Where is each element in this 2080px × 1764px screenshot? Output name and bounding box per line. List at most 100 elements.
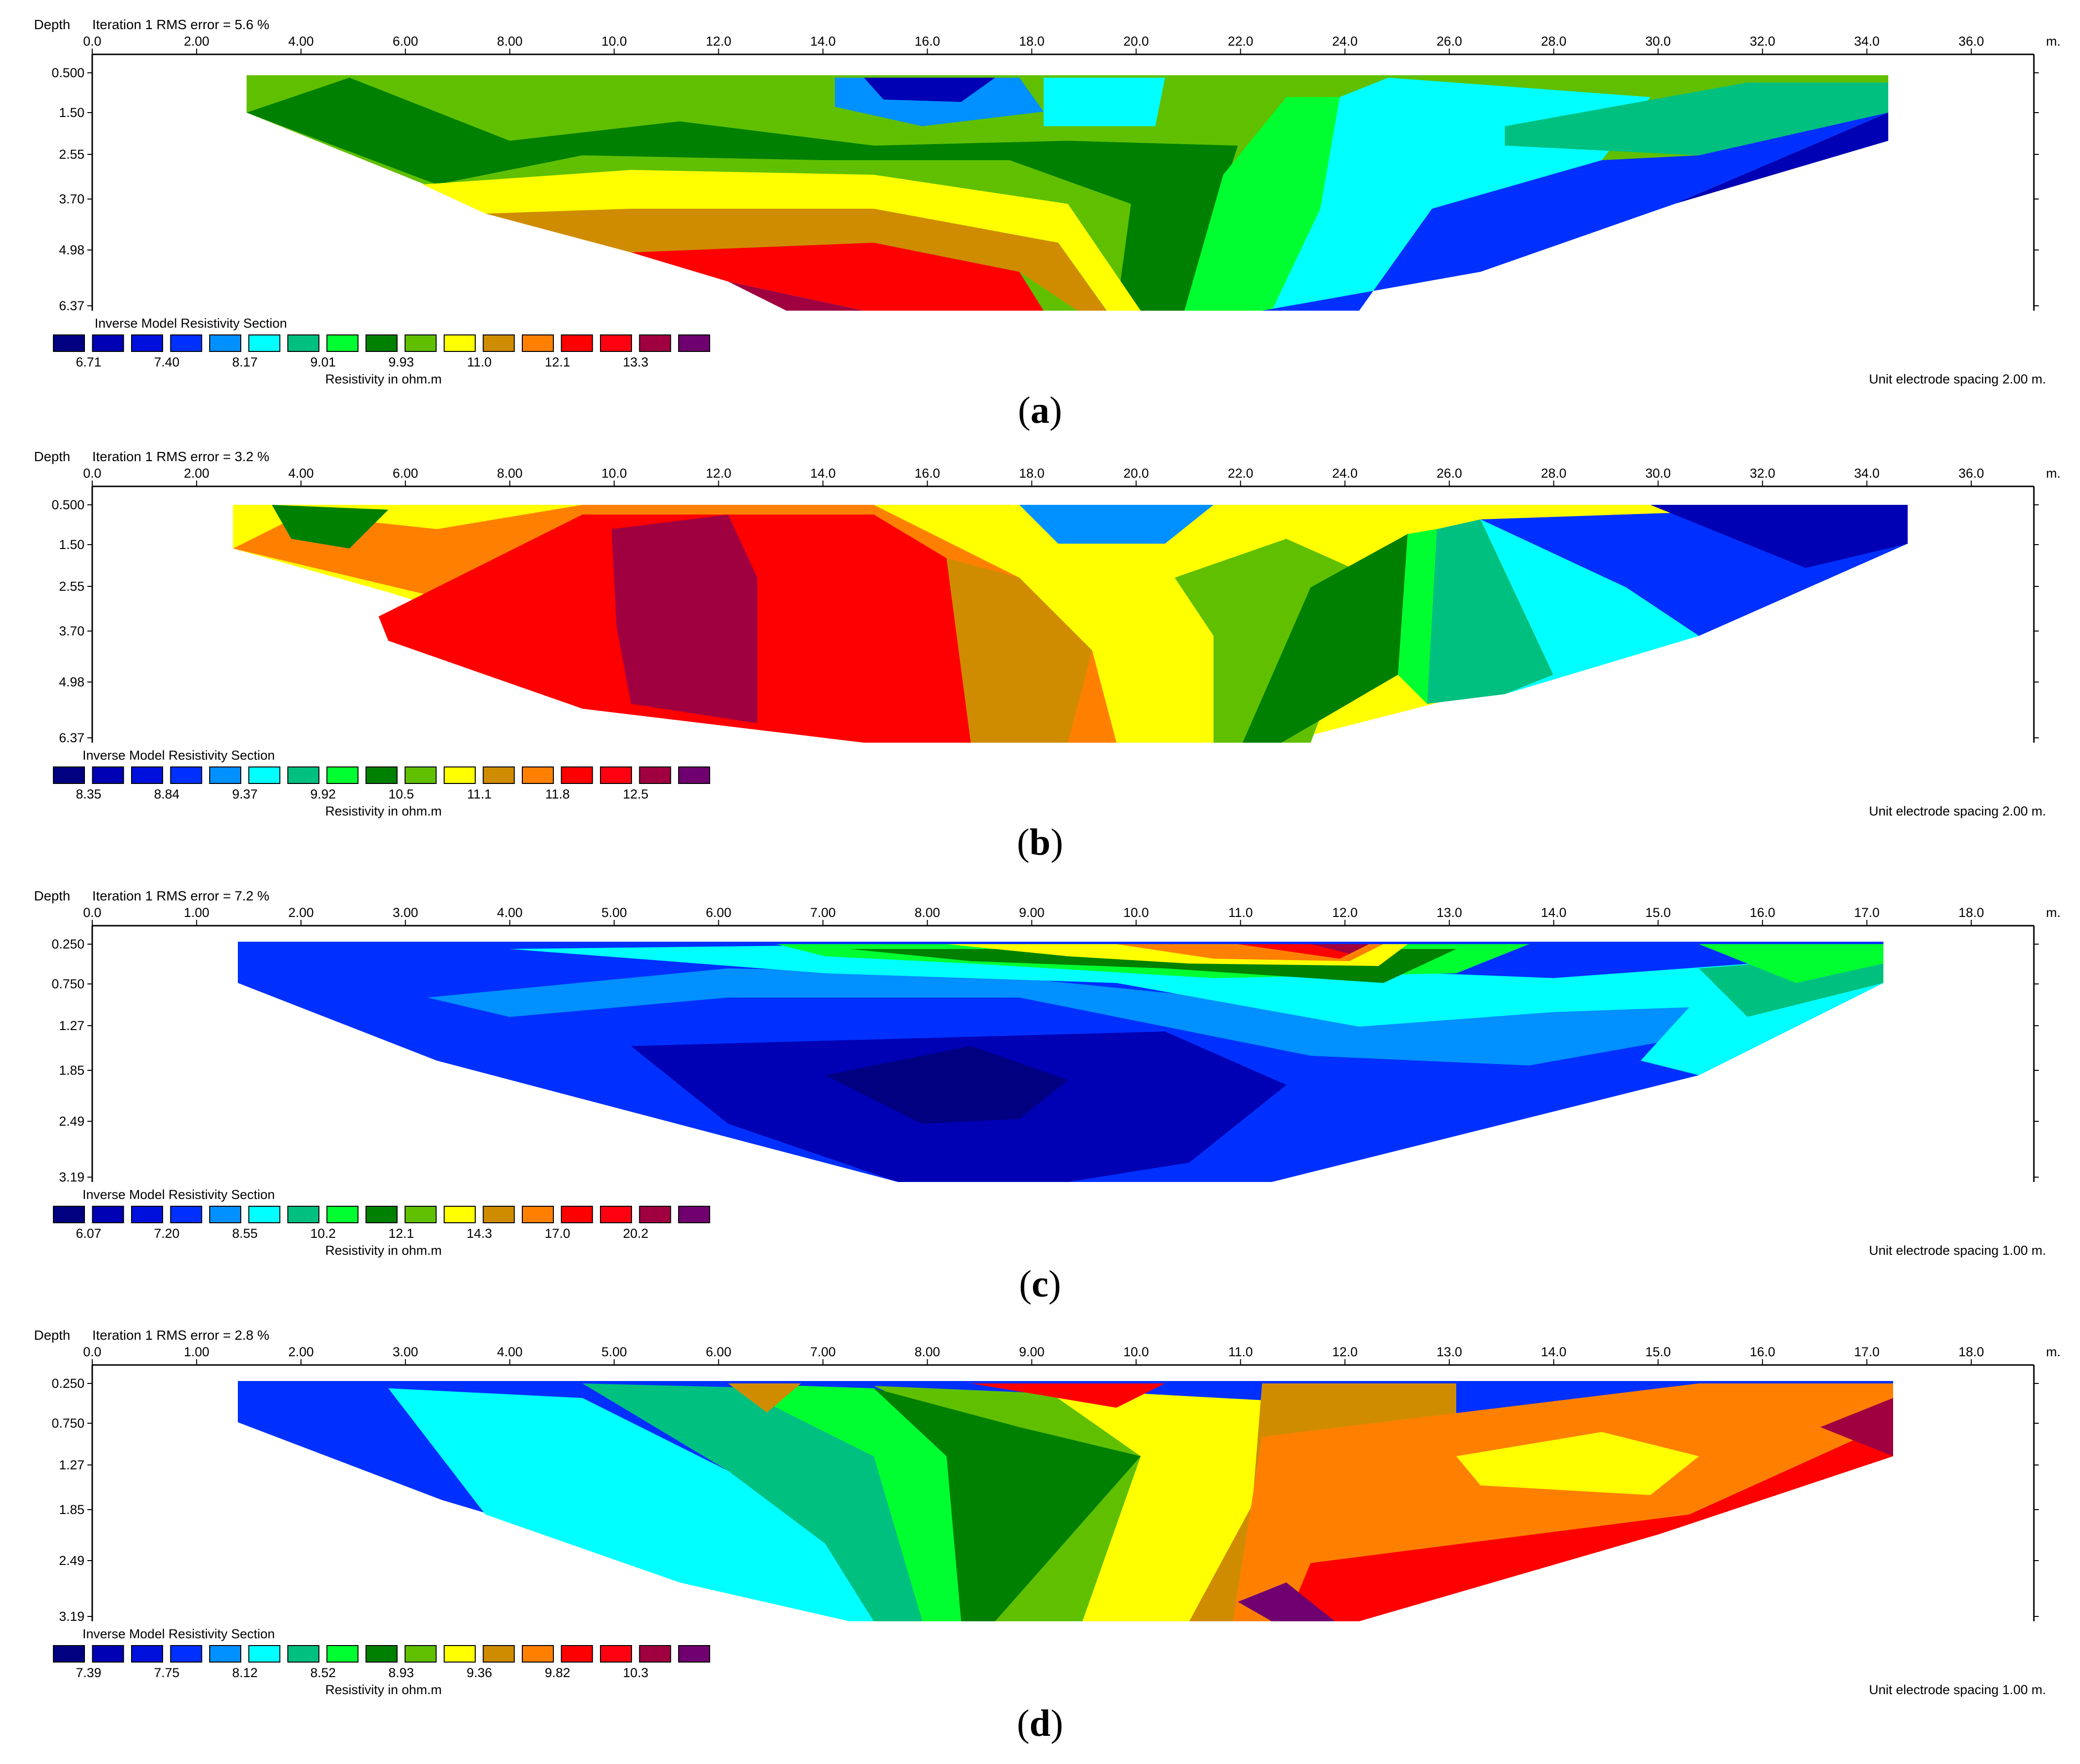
resistivity-band bbox=[485, 209, 1107, 311]
legend-swatch bbox=[248, 1645, 281, 1663]
legend-swatch bbox=[522, 1645, 554, 1663]
resistivity-band bbox=[728, 282, 864, 311]
x-tick-label: 3.00 bbox=[393, 1345, 418, 1359]
x-tick-label: 15.0 bbox=[1646, 905, 1671, 920]
legend-value: 8.12 bbox=[232, 1665, 258, 1680]
x-tick-label: 10.0 bbox=[1123, 1345, 1149, 1359]
x-tick-label: 16.0 bbox=[915, 466, 940, 481]
x-tick-label: 16.0 bbox=[1750, 1345, 1776, 1359]
panel-letter: c bbox=[1032, 1263, 1048, 1305]
legend-unit-label: Resistivity in ohm.m bbox=[325, 804, 442, 818]
resistivity-band bbox=[427, 968, 1747, 1065]
legend-swatch bbox=[170, 1645, 202, 1663]
section-title: Inverse Model Resistivity Section bbox=[95, 316, 287, 331]
x-tick-label: 12.0 bbox=[1332, 1345, 1358, 1359]
legend-swatch bbox=[248, 1206, 281, 1223]
legend-swatch bbox=[561, 334, 593, 352]
x-tick-label: 12.0 bbox=[706, 34, 732, 49]
legend-swatch bbox=[483, 334, 515, 352]
resistivity-band bbox=[1820, 1398, 1893, 1456]
x-tick-label: 18.0 bbox=[1019, 34, 1045, 49]
x-tick-label: 9.00 bbox=[1019, 905, 1045, 920]
x-tick-label: 20.0 bbox=[1123, 34, 1149, 49]
x-tick-label: 16.0 bbox=[915, 34, 940, 49]
x-unit-label: m. bbox=[2046, 1345, 2061, 1359]
x-tick-label: 6.00 bbox=[706, 1345, 732, 1359]
resistivity-band bbox=[1505, 83, 1888, 155]
legend-value: 14.3 bbox=[466, 1226, 492, 1241]
legend-swatch bbox=[209, 766, 241, 784]
x-tick-label: 14.0 bbox=[810, 466, 836, 481]
legend-swatch bbox=[483, 1645, 515, 1663]
resistivity-panel-d: Depth Iteration 1 RMS error = 2.8 % 0.0 1.0… bbox=[0, 1311, 2080, 1699]
panel-caption: (b) bbox=[1016, 821, 1064, 863]
x-tick-label: 13.0 bbox=[1436, 905, 1462, 920]
legend-value: 20.2 bbox=[623, 1226, 649, 1241]
legend-swatch bbox=[326, 334, 359, 352]
legend-swatch bbox=[444, 1206, 476, 1223]
depth-tick-label: 4.98 bbox=[59, 243, 84, 257]
legend-value: 11.8 bbox=[545, 787, 570, 801]
electrode-spacing-note: Unit electrode spacing 2.00 m. bbox=[1869, 804, 2046, 818]
depth-tick-label: 3.19 bbox=[59, 1609, 84, 1624]
x-tick-label: 30.0 bbox=[1646, 34, 1671, 49]
resistivity-panel-a: Depth Iteration 1 RMS error = 5.6 % 0.0 2.0… bbox=[0, 0, 2080, 388]
legend-swatch bbox=[600, 766, 632, 784]
panel-caption: (a) bbox=[1018, 389, 1062, 431]
resistivity-band bbox=[582, 1383, 922, 1621]
resistivity-section-svg: Depth Iteration 1 RMS error = 3.2 % 0.0 2.0… bbox=[34, 449, 2061, 818]
legend-value: 9.93 bbox=[388, 355, 414, 369]
x-tick-label: 10.0 bbox=[601, 34, 627, 49]
resistivity-band bbox=[612, 515, 757, 723]
legend-value: 10.5 bbox=[388, 787, 414, 801]
depth-tick-label: 0.500 bbox=[51, 66, 84, 80]
legend-swatch bbox=[131, 1206, 163, 1223]
resistivity-band bbox=[874, 1388, 1141, 1621]
depth-label: Depth bbox=[34, 449, 70, 464]
legend-swatch bbox=[287, 334, 319, 352]
x-unit-label: m. bbox=[2046, 34, 2061, 49]
legend-swatch bbox=[639, 766, 671, 784]
legend-swatch bbox=[600, 1645, 632, 1663]
x-tick-label: 24.0 bbox=[1332, 466, 1358, 481]
x-tick-label: 26.0 bbox=[1436, 34, 1462, 49]
legend-value: 11.0 bbox=[467, 355, 492, 369]
x-tick-label: 3.00 bbox=[393, 905, 418, 920]
legend-swatch bbox=[366, 334, 398, 352]
contour-section bbox=[233, 505, 1908, 743]
legend-swatch bbox=[600, 334, 632, 352]
x-tick-label: 4.00 bbox=[288, 466, 314, 481]
legend-swatch bbox=[561, 1645, 593, 1663]
depth-tick-label: 2.49 bbox=[59, 1114, 84, 1129]
x-tick-label: 8.00 bbox=[497, 34, 523, 49]
legend-swatch bbox=[53, 334, 85, 352]
legend-value: 6.07 bbox=[76, 1226, 101, 1241]
legend-value: 12.1 bbox=[388, 1226, 414, 1241]
x-tick-label: 1.00 bbox=[184, 1345, 210, 1359]
legend-swatch bbox=[483, 766, 515, 784]
depth-tick-label: 1.85 bbox=[59, 1502, 84, 1517]
x-tick-label: 22.0 bbox=[1228, 34, 1253, 49]
legend-unit-label: Resistivity in ohm.m bbox=[325, 1682, 442, 1697]
x-tick-label: 14.0 bbox=[1541, 905, 1566, 920]
legend-swatch bbox=[287, 1206, 319, 1223]
resistivity-band bbox=[422, 170, 1141, 311]
resistivity-section-svg: Depth Iteration 1 RMS error = 7.2 % 0.0 1.0… bbox=[34, 888, 2061, 1258]
resistivity-band bbox=[247, 78, 1238, 311]
section-title: Inverse Model Resistivity Section bbox=[83, 748, 275, 763]
x-tick-label: 2.00 bbox=[288, 905, 314, 920]
x-tick-label: 36.0 bbox=[1959, 466, 1984, 481]
x-tick-label: 12.0 bbox=[1332, 905, 1358, 920]
resistivity-band bbox=[1699, 944, 1883, 983]
legend-value: 8.35 bbox=[76, 787, 101, 801]
x-tick-label: 10.0 bbox=[601, 466, 627, 481]
x-tick-label: 0.0 bbox=[83, 905, 101, 920]
x-tick-label: 0.0 bbox=[83, 34, 101, 49]
legend-value: 9.01 bbox=[310, 355, 336, 369]
panel-letter: d bbox=[1029, 1702, 1051, 1744]
contour-section bbox=[238, 1381, 1893, 1621]
legend-value: 8.17 bbox=[232, 355, 258, 369]
resistivity-panel-c: Depth Iteration 1 RMS error = 7.2 % 0.0 1.0… bbox=[0, 871, 2080, 1260]
x-tick-label: 8.00 bbox=[915, 905, 940, 920]
depth-tick-label: 2.55 bbox=[59, 147, 84, 162]
